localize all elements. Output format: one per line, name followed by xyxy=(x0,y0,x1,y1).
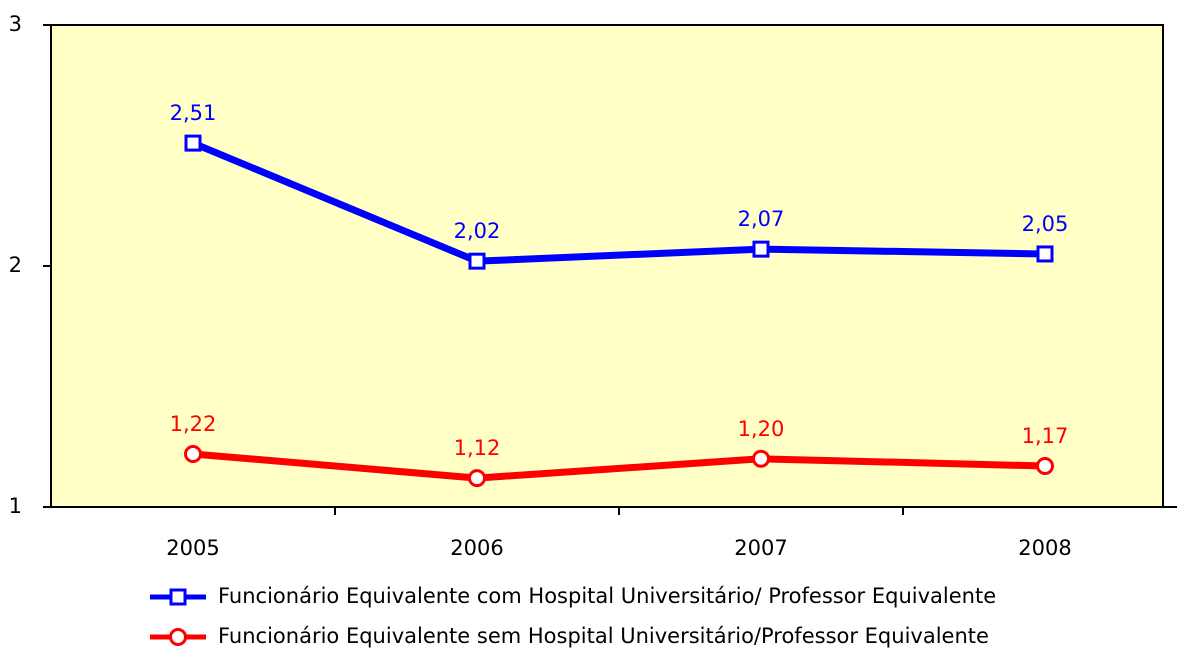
data-point xyxy=(1036,245,1054,263)
series-line xyxy=(192,450,1046,482)
legend-marker xyxy=(169,628,187,646)
data-label: 1,12 xyxy=(454,436,501,460)
y-tick-label: 1 xyxy=(9,494,22,518)
data-point xyxy=(1036,457,1054,476)
data-point xyxy=(468,252,486,270)
series-line xyxy=(191,139,1046,265)
data-label: 2,05 xyxy=(1022,212,1069,236)
data-label: 2,02 xyxy=(454,219,501,243)
plot-area xyxy=(50,24,1164,508)
data-point xyxy=(468,469,486,488)
data-label: 2,07 xyxy=(738,207,785,231)
x-tick-label: 2005 xyxy=(166,536,219,560)
data-label: 1,20 xyxy=(738,417,785,441)
data-point xyxy=(184,444,202,463)
y-tick-label: 2 xyxy=(9,253,22,277)
legend-marker xyxy=(169,588,187,606)
x-tick-label: 2008 xyxy=(1018,536,1071,560)
y-tick-label: 3 xyxy=(9,12,22,36)
data-point xyxy=(752,240,770,258)
legend-label: Funcionário Equivalente sem Hospital Uni… xyxy=(218,624,989,648)
data-label: 1,22 xyxy=(170,412,217,436)
data-label: 1,17 xyxy=(1022,424,1069,448)
data-label: 2,51 xyxy=(170,101,217,125)
legend-label: Funcionário Equivalente com Hospital Uni… xyxy=(218,584,996,608)
data-point xyxy=(752,449,770,468)
x-tick-label: 2007 xyxy=(734,536,787,560)
data-point xyxy=(184,134,202,152)
x-tick-label: 2006 xyxy=(450,536,503,560)
